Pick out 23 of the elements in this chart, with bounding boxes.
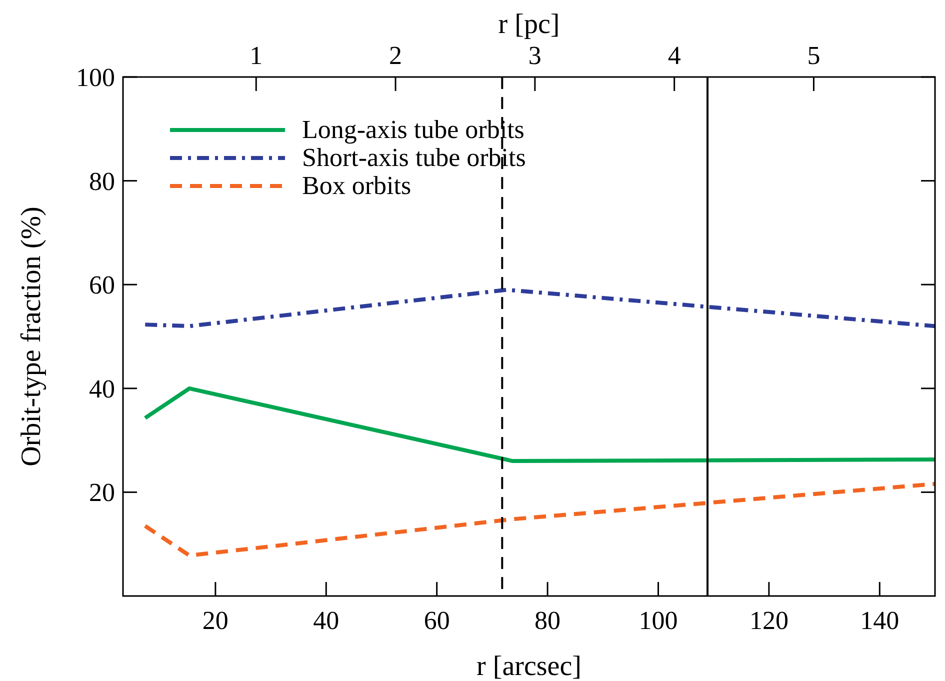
legend-label: Long-axis tube orbits <box>302 115 524 144</box>
legend-label: Box orbits <box>302 171 412 200</box>
y-axis-title: Orbit-type fraction (%) <box>16 206 47 466</box>
y-tick-label: 100 <box>76 63 115 92</box>
x-axis-title: r [arcsec] <box>476 651 582 681</box>
x-tick-label: 40 <box>313 606 340 635</box>
x2-tick-label: 5 <box>807 41 820 70</box>
x-tick-label: 60 <box>424 606 450 635</box>
legend-label: Short-axis tube orbits <box>302 143 526 172</box>
x2-tick-label: 1 <box>250 41 263 70</box>
x2-tick-label: 3 <box>528 41 542 70</box>
x2-tick-label: 2 <box>389 41 402 70</box>
x2-axis-title: r [pc] <box>498 9 560 40</box>
x-tick-label: 120 <box>749 606 788 635</box>
y-tick-label: 20 <box>89 478 115 508</box>
x-tick-label: 140 <box>860 606 900 635</box>
x-tick-label: 100 <box>638 606 678 635</box>
y-tick-label: 80 <box>89 166 115 196</box>
x2-tick-label: 4 <box>668 41 681 70</box>
y-tick-label: 60 <box>89 270 115 300</box>
x-tick-label: 80 <box>534 606 561 635</box>
x-tick-label: 20 <box>202 606 228 635</box>
y-tick-label: 40 <box>89 374 115 404</box>
